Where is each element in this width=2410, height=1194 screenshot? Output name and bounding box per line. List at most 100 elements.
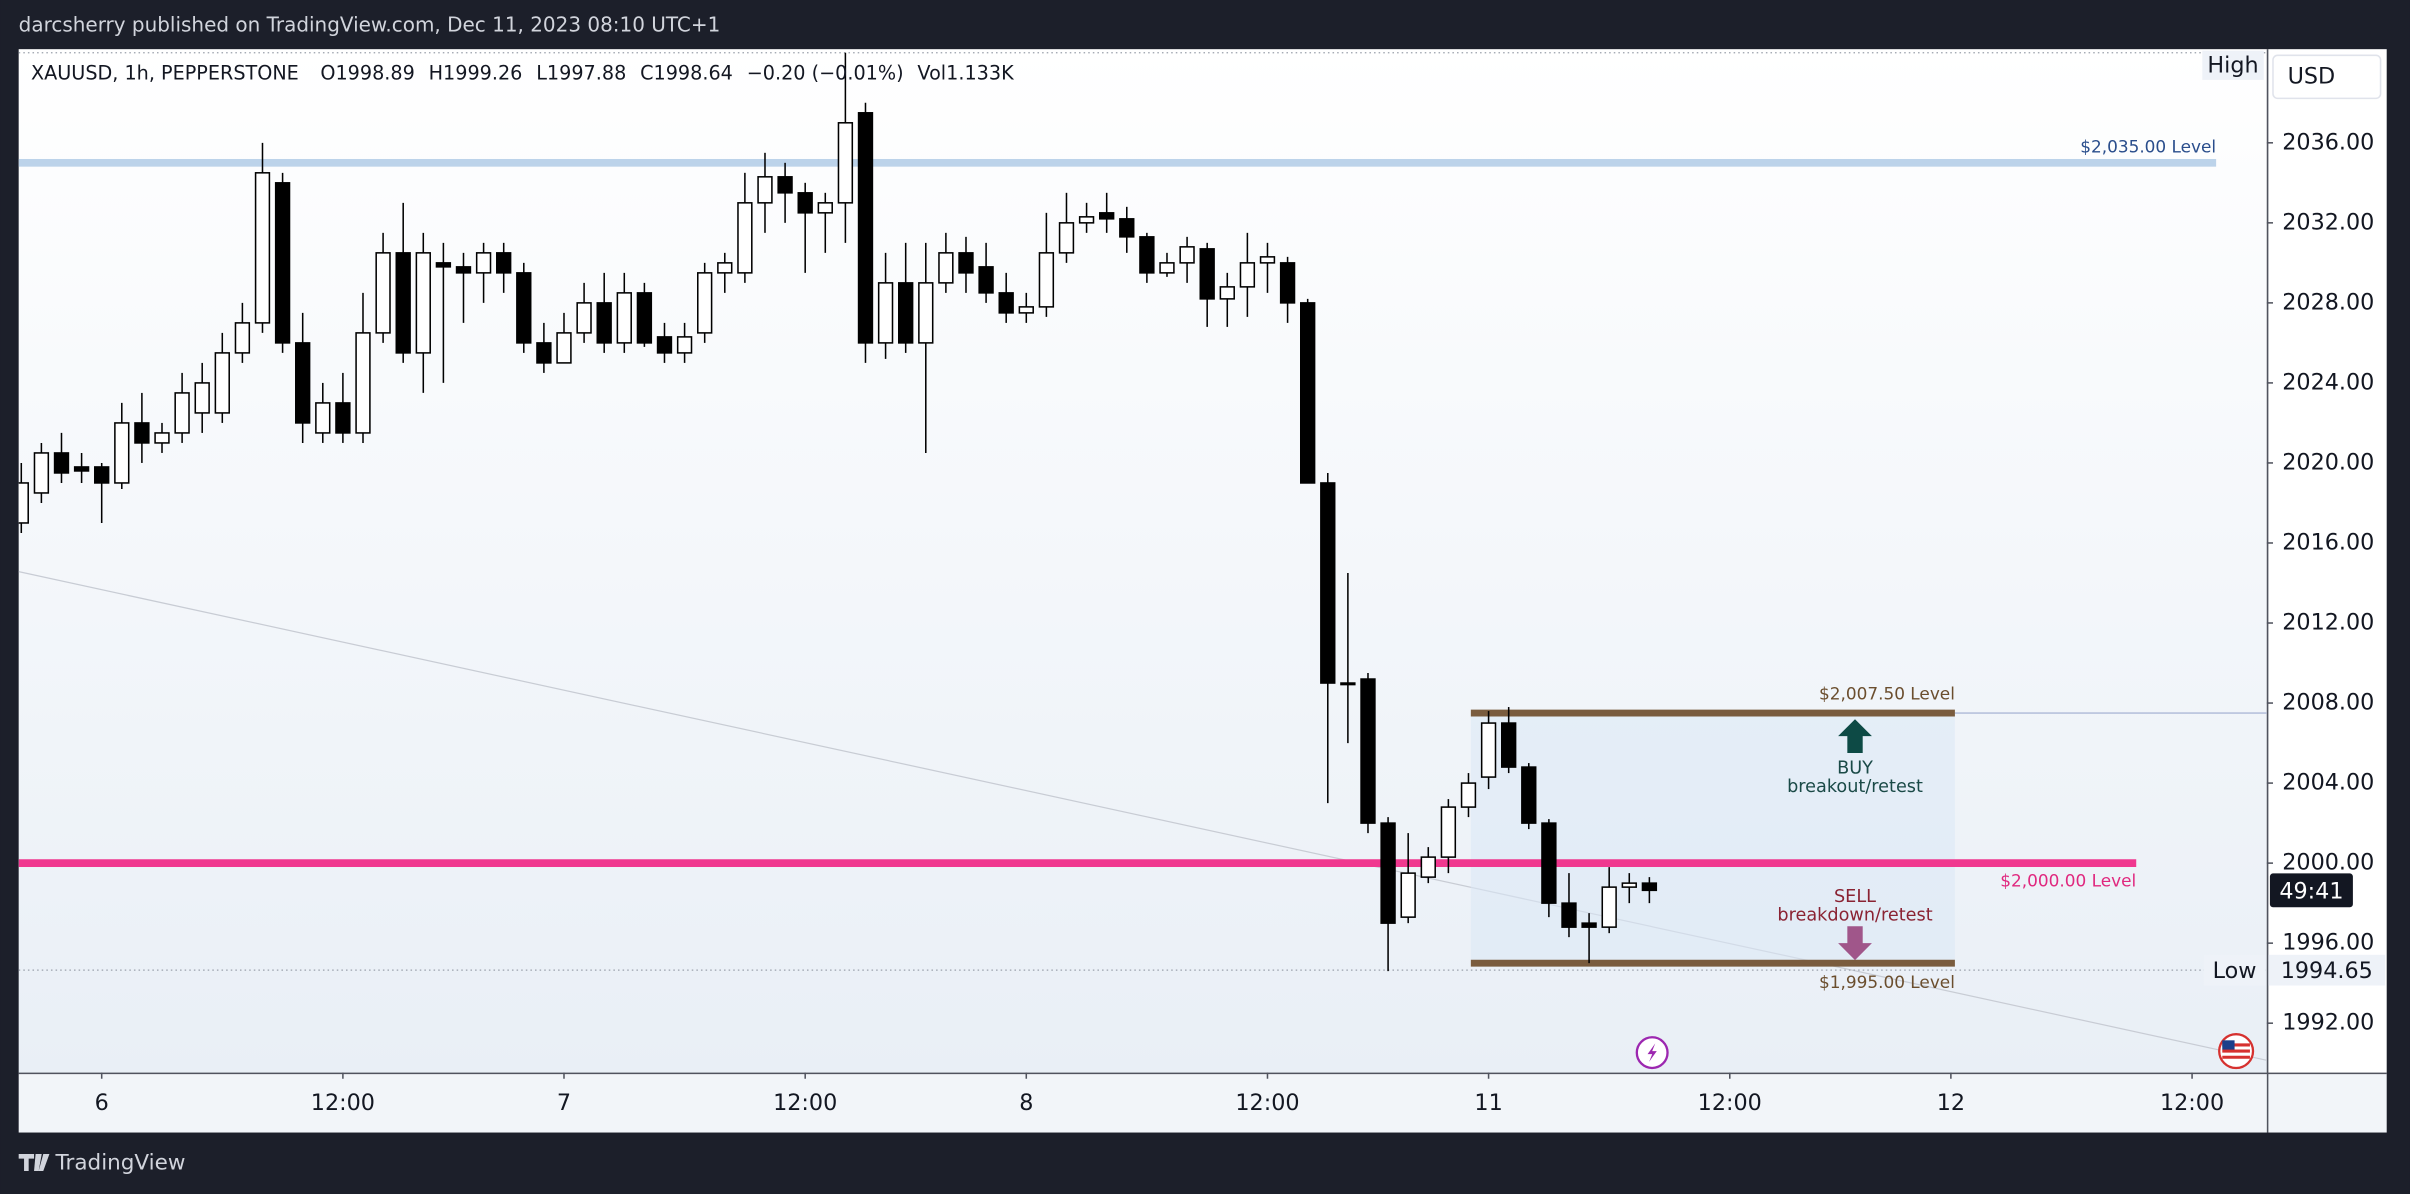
candle-body: [1561, 902, 1577, 928]
candle-body: [315, 402, 331, 434]
candle-body: [214, 352, 230, 414]
legend-item: Vol1.133K: [917, 61, 1014, 84]
candle-body: [1480, 722, 1497, 778]
candle-body: [1239, 262, 1256, 288]
level-label: $2,007.50 Level: [1819, 684, 1955, 704]
candle-body: [1038, 252, 1055, 308]
note-text: breakdown/retest: [1777, 906, 1932, 926]
legend-item: XAUUSD, 1h, PEPPERSTONE: [31, 61, 299, 84]
x-tick-label: 6: [95, 1090, 109, 1116]
plot: $2,035.00 Level $2,000.00 Level $2,007.50 …: [18, 52, 2267, 992]
candle-body: [18, 482, 29, 524]
candle-body: [1299, 302, 1316, 484]
low-price-box: [2268, 954, 2386, 986]
level-label: $1,995.00 Level: [1819, 972, 1955, 992]
brand-logo: [18, 1154, 50, 1171]
events: [1635, 1033, 2255, 1070]
high-box: [2202, 50, 2264, 80]
candle-body: [1360, 678, 1376, 824]
candle-body: [254, 172, 271, 324]
candle-body: [1018, 306, 1034, 314]
candle-body: [1340, 682, 1356, 686]
candle-body: [978, 266, 994, 294]
candle-body: [837, 122, 854, 204]
candle-body: [1541, 822, 1557, 904]
x-tick-label: 12:00: [773, 1090, 837, 1116]
candle-body: [335, 402, 351, 434]
low-price: 1994.65: [2281, 958, 2373, 984]
candle-body: [1601, 886, 1617, 928]
candle-body: [817, 202, 833, 214]
candle-body: [1058, 222, 1075, 254]
candle-body: [475, 252, 492, 274]
y-tick-label: 2008.00: [2282, 690, 2374, 716]
countdown: 49:41: [2279, 878, 2343, 904]
candle-body: [234, 322, 251, 354]
candle-body: [1179, 246, 1195, 264]
y-tick-label: 2012.00: [2282, 610, 2374, 636]
countdown-box: [2269, 873, 2353, 908]
candle-body: [1621, 882, 1637, 888]
candle-body: [1500, 722, 1517, 768]
legend-item: C1998.64: [640, 61, 733, 84]
candle-body: [1078, 216, 1095, 224]
candle-body: [877, 282, 894, 344]
y-tick-label: 2028.00: [2282, 289, 2374, 315]
x-tick-label: 12:00: [1235, 1090, 1299, 1116]
level-label: $2,035.00 Level: [2080, 136, 2216, 156]
candle-body: [1219, 286, 1235, 300]
candle-body: [94, 466, 110, 484]
y-tick-label: 2036.00: [2282, 129, 2374, 155]
candle-body: [616, 292, 632, 344]
currency: USD: [2288, 63, 2336, 89]
candle-body: [1440, 806, 1457, 858]
high-label: High: [2207, 53, 2258, 79]
brand: TradingView: [18, 1150, 185, 1175]
candle-body: [938, 252, 954, 284]
candle-body: [656, 336, 673, 354]
candle-body: [174, 392, 190, 434]
time-axis: [18, 1072, 2387, 1133]
legend-item: L1997.88: [536, 61, 626, 84]
candle-body: [355, 332, 371, 434]
x-tick-label: 8: [1019, 1090, 1033, 1116]
currency-box: [2272, 54, 2382, 100]
candle-body: [134, 422, 150, 444]
legend-item: −0.20 (−0.01%): [747, 61, 904, 84]
level-band: [18, 158, 2217, 167]
candle-body: [415, 252, 431, 354]
candle-body: [1259, 256, 1276, 264]
legend-item: O1998.89: [320, 61, 414, 84]
header-text: darcsherry published on TradingView.com,…: [19, 13, 721, 37]
x-tick-label: 11: [1474, 1090, 1502, 1116]
legend-item: H1999.26: [429, 61, 523, 84]
candle-body: [375, 252, 391, 334]
y-tick-label: 2000.00: [2282, 850, 2374, 876]
candle-body: [455, 266, 472, 274]
candle-body: [1199, 248, 1215, 300]
candle-body: [1460, 782, 1477, 808]
x-tick-label: 12:00: [2160, 1090, 2224, 1116]
candle-body: [998, 292, 1014, 314]
candle-body: [757, 176, 773, 204]
candle-body: [33, 452, 50, 494]
candle-body: [1581, 922, 1597, 928]
candle-body: [918, 282, 934, 344]
candle-body: [1641, 882, 1658, 892]
candle-body: [958, 252, 974, 274]
note-title: SELL: [1834, 887, 1876, 907]
candle-body: [797, 192, 813, 214]
candle-body: [777, 176, 793, 194]
candle-body: [194, 382, 210, 414]
candle-body: [676, 336, 693, 354]
candle-body: [154, 432, 170, 444]
candle-body: [274, 182, 291, 344]
event-bolt: [1647, 1043, 1657, 1062]
low-box: [2203, 954, 2266, 986]
candle-body: [516, 272, 532, 344]
candle-body: [295, 342, 311, 424]
low-label: Low: [2213, 958, 2257, 984]
x-tick-label: 12: [1937, 1090, 1965, 1116]
candle-body: [697, 272, 713, 334]
candle-body: [53, 452, 70, 474]
